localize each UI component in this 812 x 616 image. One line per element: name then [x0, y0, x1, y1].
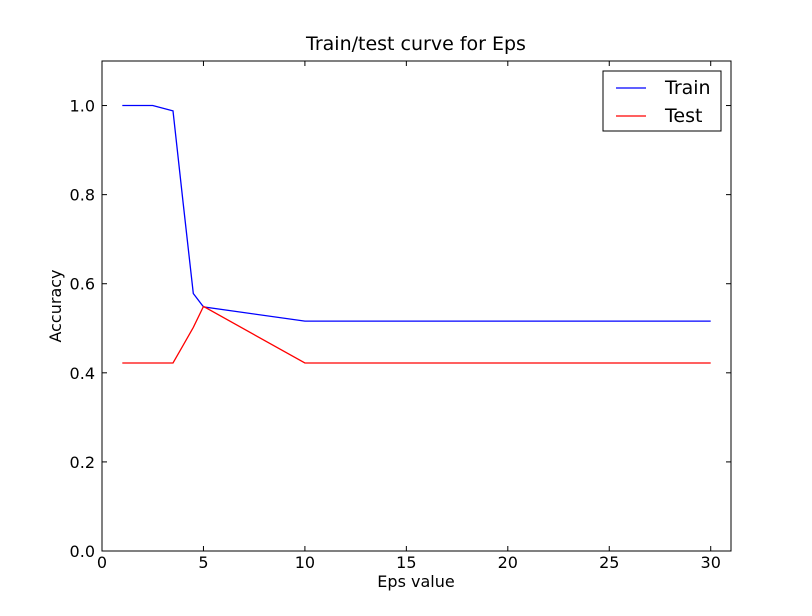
x-tick-label: 10: [295, 553, 315, 572]
y-tick-label: 1.0: [70, 97, 95, 116]
series-line-test: [122, 305, 711, 364]
x-tick-label: 0: [97, 553, 107, 572]
y-tick-label: 0.8: [70, 186, 95, 205]
y-tick-label: 0.0: [70, 542, 95, 561]
legend-label-train: Train: [664, 77, 711, 99]
legend: Train Test: [602, 70, 722, 132]
x-tick-label: 15: [396, 553, 416, 572]
y-tick-label: 0.4: [70, 364, 95, 383]
y-tick-label: 0.6: [70, 275, 95, 294]
y-axis-label: Accuracy: [46, 269, 65, 342]
y-axis-ticks: 0.0 0.2 0.4 0.6 0.8 1.0: [70, 97, 731, 561]
x-axis-label: Eps value: [377, 572, 454, 591]
legend-label-test: Test: [664, 105, 702, 127]
x-tick-label: 5: [198, 553, 208, 572]
y-tick-label: 0.2: [70, 453, 95, 472]
x-axis-ticks: 0 5 10 15 20 25 30: [97, 61, 721, 572]
x-tick-label: 25: [599, 553, 619, 572]
series-line-train: [122, 104, 711, 322]
chart-title: Train/test curve for Eps: [305, 33, 526, 55]
plot-area-frame: [101, 60, 732, 552]
series-lines: [122, 104, 711, 364]
x-tick-label: 20: [498, 553, 518, 572]
x-tick-label: 30: [701, 553, 721, 572]
legend-box: [602, 70, 722, 132]
